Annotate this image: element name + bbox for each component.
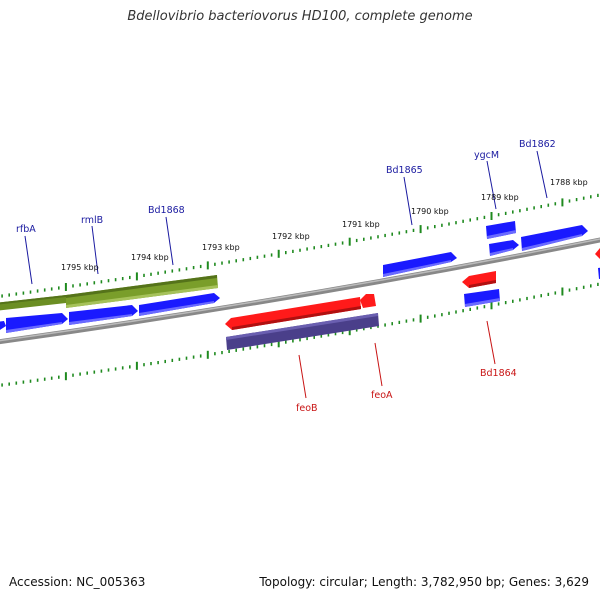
ruler-label: 1791 kbp <box>342 220 380 229</box>
gene-label-feob[interactable]: feoB <box>296 403 318 414</box>
map-title: Bdellovibrio bacteriovorus HD100, comple… <box>127 9 473 24</box>
ruler-label: 1795 kbp <box>61 263 99 272</box>
forward-gene[interactable] <box>489 240 519 256</box>
ruler-label: 1792 kbp <box>272 232 310 241</box>
gene-labels-forward: rfbA rmlB Bd1868 Bd1865 ygcM Bd1862 <box>16 139 556 235</box>
accession-text: Accession: NC_005363 <box>9 575 146 589</box>
genome-backbone-highlight <box>0 238 600 342</box>
outer-tick-ring <box>1 193 599 298</box>
misc-feature[interactable] <box>226 313 379 350</box>
gene-label-bd1864[interactable]: Bd1864 <box>480 368 517 379</box>
ruler-label: 1794 kbp <box>131 253 169 262</box>
gene-label-ygcm[interactable]: ygcM <box>474 150 499 161</box>
forward-gene[interactable] <box>383 252 457 277</box>
topology-text: Topology: circular; Length: 3,782,950 bp… <box>259 575 589 589</box>
ruler-label: 1788 kbp <box>550 178 588 187</box>
label-leaders <box>24 150 548 399</box>
genome-backbone <box>0 237 600 345</box>
forward-gene[interactable] <box>486 221 516 239</box>
gene-label-feoa[interactable]: feoA <box>371 390 393 401</box>
reverse-gene[interactable] <box>225 297 361 330</box>
forward-gene[interactable] <box>6 313 68 333</box>
ruler-label: 1793 kbp <box>202 243 240 252</box>
rrna-feature[interactable] <box>0 295 66 311</box>
gene-label-bd1862[interactable]: Bd1862 <box>519 139 556 150</box>
ruler-label: 1789 kbp <box>481 193 519 202</box>
gene-label-rmlb[interactable]: rmlB <box>81 215 103 226</box>
forward-gene[interactable] <box>69 305 138 325</box>
rrna-feature[interactable] <box>66 275 218 308</box>
gene-label-bd1868[interactable]: Bd1868 <box>148 205 185 216</box>
gene-label-bd1865[interactable]: Bd1865 <box>386 165 423 176</box>
gene-label-rfba[interactable]: rfbA <box>16 224 36 235</box>
ruler-labels: 1795 kbp 1794 kbp 1793 kbp 1792 kbp 1791… <box>61 178 588 272</box>
reverse-gene[interactable] <box>462 271 496 288</box>
forward-gene[interactable] <box>521 225 588 251</box>
reverse-gene[interactable] <box>595 247 600 259</box>
reverse-gene[interactable] <box>360 294 376 308</box>
forward-gene[interactable] <box>139 293 220 316</box>
forward-gene[interactable] <box>0 321 6 333</box>
ruler-label: 1790 kbp <box>411 207 449 216</box>
gene-labels-reverse: feoB feoA Bd1864 <box>296 368 517 414</box>
forward-gene[interactable] <box>464 289 500 307</box>
